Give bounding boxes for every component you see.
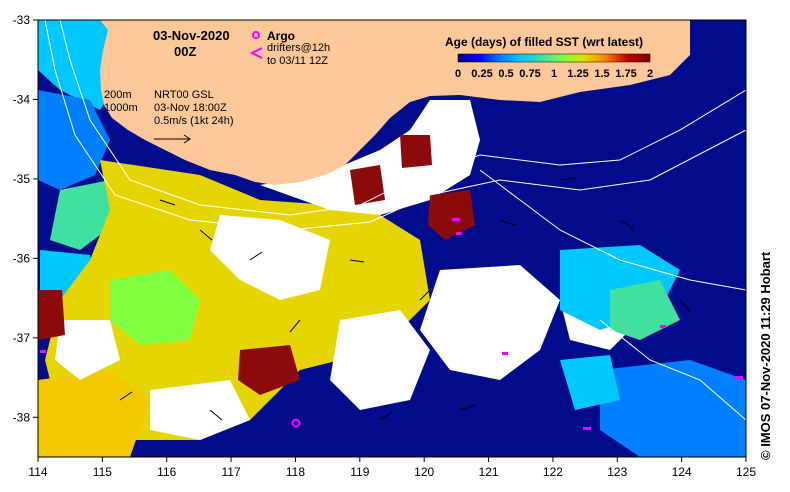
sst-patch-maroon-1 (238, 345, 300, 395)
lat-tick-label: -38 (13, 410, 31, 424)
drifter-tracks (40, 218, 743, 430)
colorbar-tick-label: 0.75 (519, 68, 540, 80)
colorbar-tick-label: 1.5 (594, 68, 609, 80)
latitude-axis: -33 -34 -35 -36 -37 -38 (13, 13, 38, 424)
lon-tick-label: 125 (736, 465, 756, 479)
lon-tick-label: 123 (607, 465, 627, 479)
sst-patch-maroon-2 (428, 190, 475, 240)
colorbar (457, 53, 651, 63)
drifter-legend-label-1: drifters@12h (267, 42, 330, 54)
vector-scale-label: 0.5m/s (1kt 24h) (154, 115, 233, 127)
map-frame (37, 19, 747, 458)
colorbar-tick-label: 0.5 (498, 68, 513, 80)
lat-tick-label: -35 (13, 172, 31, 186)
colorbar-tick-labels: 0 0.25 0.5 0.75 1 1.25 1.5 1.75 2 (455, 68, 653, 80)
colorbar-title: Age (days) of filled SST (wrt latest) (445, 35, 643, 49)
no-data-central (210, 215, 330, 300)
lon-tick-label: 118 (286, 465, 305, 479)
lon-tick-label: 121 (479, 465, 499, 479)
colorbar-tick-label: 2 (647, 68, 653, 80)
sst-patch-blue-west (38, 90, 110, 190)
drifter-legend-label-2: to 03/11 12Z (267, 55, 328, 67)
isobath-label-1000m: 1000m (104, 102, 138, 114)
drifter-legend-icon (249, 47, 263, 59)
argo-legend-label: Argo (267, 29, 295, 43)
argo-legend-icon (252, 31, 260, 39)
colorbar-tick-label: 1.75 (615, 68, 636, 80)
sst-patch-maroon-3 (38, 290, 65, 340)
lat-tick-label: -37 (13, 331, 31, 345)
sst-patch-cyan-se (560, 355, 620, 410)
vector-scale-arrow (154, 134, 191, 144)
no-data-sw (55, 320, 120, 380)
argo-float-marker (291, 418, 301, 428)
isobath-contours (44, 20, 746, 421)
isobath-label-200m: 200m (104, 89, 132, 101)
lat-tick-label: -34 (13, 92, 31, 106)
no-data-south (150, 380, 250, 440)
colorbar-tick-label: 0 (455, 68, 461, 80)
sst-patch-maroon-5 (350, 165, 385, 205)
sst-patch-blue-se (600, 360, 746, 457)
current-vectors (119, 177, 691, 421)
lon-tick-label: 122 (543, 465, 563, 479)
lon-tick-label: 115 (93, 465, 112, 479)
sst-patch-lightgreen (110, 270, 200, 345)
lat-tick-label: -33 (13, 13, 31, 27)
map-hour: 00Z (174, 44, 196, 59)
longitude-axis: 114 115 116 117 118 119 120 121 122 123 124 125 (28, 457, 756, 479)
no-data-east-1 (420, 265, 560, 380)
lon-tick-label: 114 (28, 465, 47, 479)
current-time-label: 03-Nov 18:00Z (154, 102, 227, 114)
colorbar-tick-label: 1.25 (567, 68, 588, 80)
lat-tick-label: -36 (13, 251, 31, 265)
sst-patch-yellow-south (38, 370, 150, 457)
no-data-north-coast (260, 100, 480, 215)
lon-tick-label: 124 (672, 465, 692, 479)
colorbar-tick-label: 0.25 (471, 68, 492, 80)
current-product-label: NRT00 GSL (154, 89, 214, 101)
lon-tick-label: 116 (157, 465, 176, 479)
map-field (38, 20, 746, 457)
no-data-east-2 (330, 310, 430, 410)
credit-text: © IMOS 07-Nov-2020 11:29 Hobart (758, 251, 773, 460)
lon-tick-label: 119 (350, 465, 369, 479)
colorbar-tick-label: 1 (551, 68, 557, 80)
sst-patch-maroon-4 (400, 135, 432, 168)
lon-tick-label: 120 (414, 465, 434, 479)
lon-tick-label: 117 (222, 465, 241, 479)
sst-patch-yellow-main (45, 160, 430, 440)
map-date: 03-Nov-2020 (153, 28, 230, 43)
